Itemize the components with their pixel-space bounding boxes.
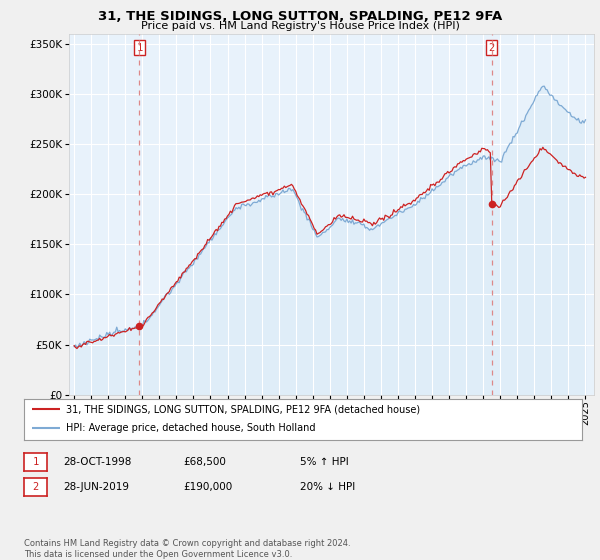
Text: £68,500: £68,500 [183,457,226,467]
Text: Price paid vs. HM Land Registry's House Price Index (HPI): Price paid vs. HM Land Registry's House … [140,21,460,31]
Text: 31, THE SIDINGS, LONG SUTTON, SPALDING, PE12 9FA (detached house): 31, THE SIDINGS, LONG SUTTON, SPALDING, … [66,404,420,414]
Text: 1: 1 [32,457,38,467]
Text: 20% ↓ HPI: 20% ↓ HPI [300,482,355,492]
Text: 31, THE SIDINGS, LONG SUTTON, SPALDING, PE12 9FA: 31, THE SIDINGS, LONG SUTTON, SPALDING, … [98,10,502,23]
Text: 2: 2 [32,482,38,492]
Text: HPI: Average price, detached house, South Holland: HPI: Average price, detached house, Sout… [66,423,316,433]
Text: 5% ↑ HPI: 5% ↑ HPI [300,457,349,467]
Text: 2: 2 [488,43,494,53]
Text: 1: 1 [136,43,143,53]
Text: 28-JUN-2019: 28-JUN-2019 [63,482,129,492]
Text: £190,000: £190,000 [183,482,232,492]
Text: 28-OCT-1998: 28-OCT-1998 [63,457,131,467]
Text: Contains HM Land Registry data © Crown copyright and database right 2024.
This d: Contains HM Land Registry data © Crown c… [24,539,350,559]
